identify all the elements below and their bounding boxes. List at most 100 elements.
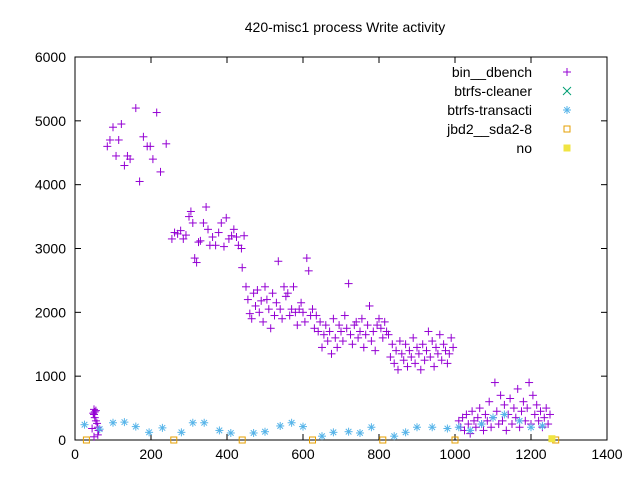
y-tick-label: 2000 bbox=[35, 304, 66, 320]
y-tick-label: 3000 bbox=[35, 241, 66, 257]
bin-dbench-point bbox=[420, 356, 429, 365]
bin-dbench-point bbox=[312, 311, 321, 320]
bin-dbench-point bbox=[289, 282, 298, 291]
bin-dbench-point bbox=[500, 400, 509, 409]
bin-dbench-point bbox=[188, 218, 197, 227]
jbd2-sda2-8-point bbox=[170, 436, 178, 444]
bin-dbench-point bbox=[411, 359, 420, 368]
bin-dbench-point bbox=[295, 305, 304, 314]
bin-dbench-point bbox=[181, 231, 190, 240]
btrfs-transacti-point bbox=[367, 423, 376, 432]
btrfs-transacti-point bbox=[318, 432, 326, 441]
bin-dbench-point bbox=[186, 207, 195, 216]
bin-dbench-point bbox=[437, 356, 446, 365]
jbd2-sda2-8-point bbox=[82, 436, 90, 444]
btrfs-transacti-point bbox=[287, 418, 296, 427]
bin-dbench-point bbox=[413, 343, 421, 352]
bin-dbench-point bbox=[327, 349, 336, 358]
x-tick-label: 200 bbox=[139, 446, 163, 462]
bin-dbench-point bbox=[262, 295, 271, 304]
bin-dbench-point bbox=[534, 416, 543, 425]
bin-dbench-point bbox=[542, 404, 551, 413]
bin-dbench-point bbox=[162, 139, 171, 148]
bin-dbench-point bbox=[194, 238, 203, 247]
bin-dbench-point bbox=[276, 305, 285, 314]
bin-dbench-point bbox=[525, 378, 534, 387]
x-tick-label: 800 bbox=[367, 446, 391, 462]
jbd2-sda2-8-point bbox=[379, 436, 387, 444]
bin-dbench-point bbox=[430, 362, 439, 371]
bin-dbench-point bbox=[441, 346, 450, 355]
bin-dbench-point bbox=[266, 324, 275, 333]
bin-dbench-point bbox=[287, 305, 296, 314]
bin-dbench-point bbox=[335, 321, 344, 330]
legend-marker bbox=[562, 86, 572, 96]
bin-dbench-point bbox=[272, 298, 281, 307]
bin-dbench-point bbox=[502, 426, 511, 435]
y-tick-label: 0 bbox=[58, 432, 66, 448]
bin-dbench-point bbox=[475, 404, 484, 413]
bin-dbench-point bbox=[297, 298, 306, 307]
bin-dbench-point bbox=[274, 257, 283, 266]
bin-dbench-point bbox=[458, 413, 467, 422]
bin-dbench-point bbox=[506, 394, 515, 403]
x-tick-label: 400 bbox=[215, 446, 239, 462]
bin-dbench-point bbox=[367, 337, 376, 346]
bin-dbench-point bbox=[300, 317, 309, 326]
bin-dbench-point bbox=[464, 420, 473, 429]
bin-dbench-point bbox=[323, 337, 332, 346]
bin-dbench-point bbox=[176, 226, 185, 235]
btrfs-transacti-point bbox=[226, 428, 235, 437]
legend-marker bbox=[563, 106, 571, 114]
jbd2-sda2-8-point bbox=[309, 436, 316, 444]
bin-dbench-point bbox=[350, 321, 359, 330]
bin-dbench-point bbox=[190, 254, 199, 263]
bin-dbench-point bbox=[214, 228, 223, 237]
bin-dbench-point bbox=[356, 327, 364, 336]
bin-dbench-point bbox=[278, 314, 287, 323]
bin-dbench-point bbox=[519, 397, 528, 406]
bin-dbench-point bbox=[238, 263, 247, 272]
x-tick-label: 1200 bbox=[515, 446, 546, 462]
legend-marker bbox=[563, 68, 571, 76]
bin-dbench-point bbox=[91, 406, 100, 415]
btrfs-transacti-point bbox=[356, 428, 364, 437]
bin-dbench-point bbox=[268, 289, 277, 298]
bin-dbench-point bbox=[120, 161, 129, 170]
bin-dbench-point bbox=[508, 420, 516, 429]
btrfs-transacti-point bbox=[466, 426, 475, 435]
bin-dbench-point bbox=[517, 407, 526, 416]
bin-dbench-point bbox=[245, 309, 254, 318]
bin-dbench-point bbox=[109, 123, 117, 132]
bin-dbench-point bbox=[253, 285, 262, 294]
bin-dbench-point bbox=[208, 233, 217, 242]
bin-dbench-point bbox=[310, 324, 319, 333]
bin-dbench-point bbox=[354, 333, 363, 342]
btrfs-transacti-point bbox=[109, 418, 117, 427]
bin-dbench-point bbox=[117, 120, 126, 129]
y-tick-label: 1000 bbox=[35, 368, 66, 384]
bin-dbench-point bbox=[490, 378, 499, 387]
bin-dbench-point bbox=[319, 330, 328, 339]
bin-dbench-point bbox=[227, 231, 236, 240]
legend-label: btrfs-cleaner bbox=[454, 83, 532, 99]
bin-dbench-point bbox=[342, 324, 351, 333]
bin-dbench-point bbox=[492, 407, 501, 416]
legend-label: jbd2__sda2-8 bbox=[446, 121, 532, 137]
bin-dbench-point bbox=[449, 343, 458, 352]
bin-dbench-point bbox=[346, 330, 355, 339]
bin-dbench-point bbox=[131, 104, 140, 113]
legend-item: btrfs-cleaner bbox=[454, 83, 572, 99]
legend: bin__dbench btrfs-cleaner btrfs-transacti j… bbox=[446, 64, 572, 156]
bin-dbench-point bbox=[363, 321, 372, 330]
btrfs-transacti-point bbox=[413, 423, 421, 432]
bin-dbench-point bbox=[259, 317, 268, 326]
jbd2-sda2-8-point bbox=[238, 436, 246, 444]
chart-title: 420-misc1 process Write activity bbox=[245, 19, 445, 35]
bin-dbench-point bbox=[401, 340, 410, 349]
btrfs-transacti-point bbox=[401, 428, 410, 437]
bin-dbench-point bbox=[433, 349, 442, 358]
bin-dbench-point bbox=[217, 218, 226, 227]
bin-dbench-point bbox=[135, 177, 144, 186]
bin-dbench-point bbox=[386, 353, 395, 362]
